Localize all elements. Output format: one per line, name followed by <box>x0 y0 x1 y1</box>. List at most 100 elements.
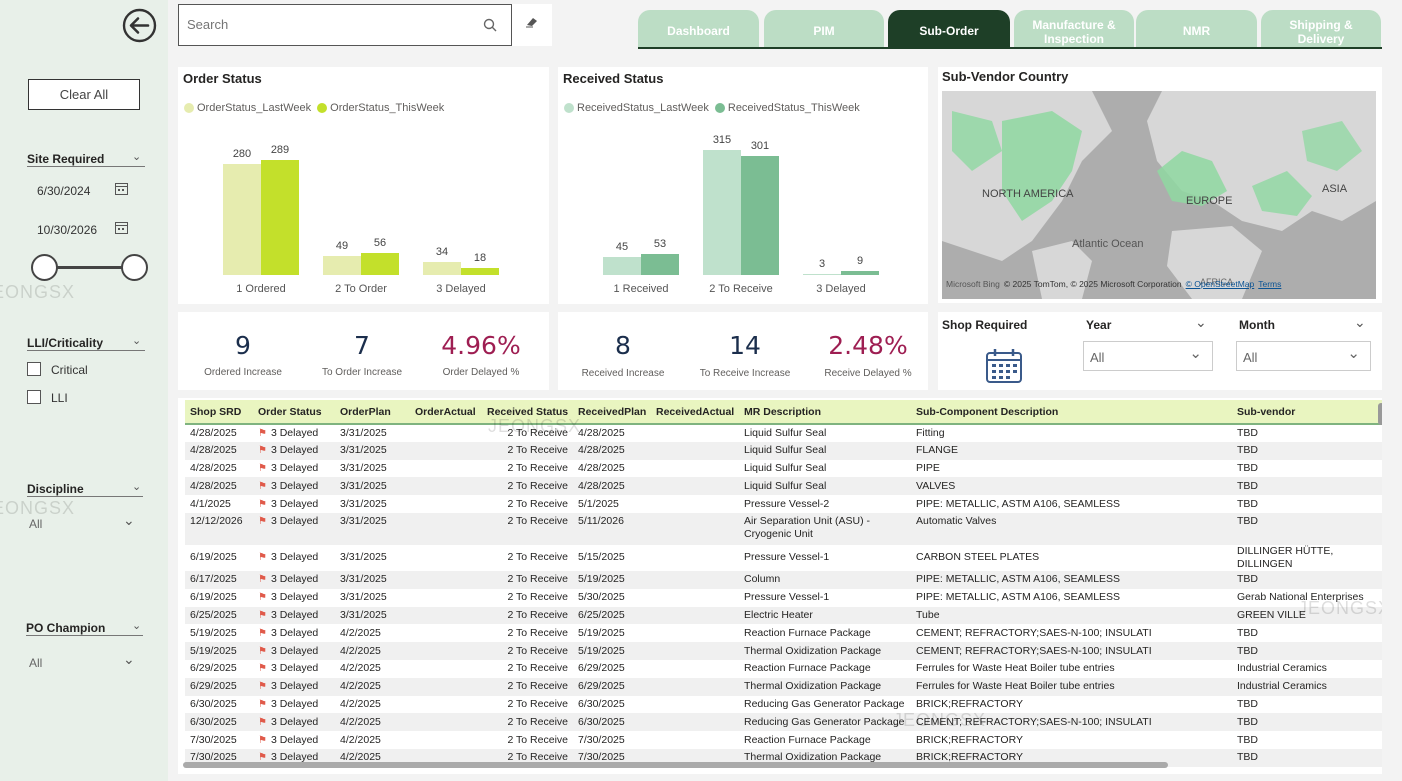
tab-sub-order[interactable]: Sub-Order <box>888 10 1010 48</box>
bar-OrderStatus_ThisWeek-1-Ordered[interactable] <box>261 160 299 275</box>
tab-nmr[interactable]: NMR <box>1136 10 1257 48</box>
calendar-icon[interactable] <box>115 182 128 200</box>
table-row[interactable]: 4/1/2025 ⚑ 3 Delayed 3/31/2025 2 To Receive 5… <box>185 495 1382 513</box>
terms-link[interactable]: Terms <box>1258 279 1282 289</box>
column-header[interactable]: Shop SRD <box>185 400 253 425</box>
bar-OrderStatus_ThisWeek-3-Delayed[interactable] <box>461 267 499 275</box>
bar-ReceivedStatus_LastWeek-1-Received[interactable] <box>603 257 641 275</box>
calendar-icon[interactable] <box>115 221 128 239</box>
year-label: Year <box>1086 318 1112 332</box>
table-row[interactable]: 4/28/2025 ⚑ 3 Delayed 3/31/2025 2 To Receive… <box>185 424 1382 442</box>
table-cell <box>410 731 482 749</box>
table-row[interactable]: 6/19/2025 ⚑ 3 Delayed 3/31/2025 2 To Receive… <box>185 589 1382 607</box>
bar-OrderStatus_LastWeek-2-To-Order[interactable] <box>323 255 361 275</box>
column-header[interactable]: MR Description <box>739 400 911 425</box>
data-label: 34 <box>435 245 449 258</box>
table-row[interactable]: 5/19/2025 ⚑ 3 Delayed 4/2/2025 2 To Receive 5… <box>185 642 1382 660</box>
table-cell: FLANGE <box>911 441 1232 460</box>
year-dropdown[interactable]: All ⌄ <box>1083 341 1213 371</box>
tab-pim[interactable]: PIM <box>764 10 884 48</box>
lli-checkbox[interactable] <box>27 390 41 404</box>
chevron-down-icon[interactable]: ⌄ <box>1354 314 1366 330</box>
chevron-down-icon[interactable]: ⌄ <box>123 651 135 667</box>
table-cell: 4/28/2025 <box>190 426 237 439</box>
chevron-down-icon[interactable]: ⌄ <box>132 151 142 163</box>
column-header[interactable]: Sub-Component Description <box>911 400 1232 425</box>
chevron-down-icon[interactable]: ⌄ <box>132 620 142 632</box>
table-row[interactable]: 6/19/2025 ⚑ 3 Delayed 3/31/2025 2 To Receive… <box>185 545 1382 571</box>
column-header[interactable]: ReceivedActual <box>651 400 739 425</box>
chevron-down-icon[interactable]: ⌄ <box>1195 314 1207 330</box>
table-row[interactable]: 4/28/2025 ⚑ 3 Delayed 3/31/2025 2 To Receive… <box>185 460 1382 478</box>
table-cell: 6/19/2025 <box>190 591 237 604</box>
table-cell: 3/31/2025 <box>335 512 410 545</box>
bar-ReceivedStatus_LastWeek-2-To-Receive[interactable] <box>703 150 741 275</box>
category-label: 2 To Receive <box>709 283 773 295</box>
date-from-field[interactable]: 6/30/2024 <box>37 184 91 198</box>
shop-required-calendar-icon[interactable] <box>985 348 1023 389</box>
chevron-down-icon[interactable]: ⌄ <box>132 481 142 493</box>
bar-ReceivedStatus_ThisWeek-1-Received[interactable] <box>641 253 679 275</box>
po-champion-dropdown[interactable]: All <box>29 656 43 670</box>
table-row[interactable]: 6/30/2025 ⚑ 3 Delayed 4/2/2025 2 To Receive 6… <box>185 696 1382 714</box>
tab-shipping-delivery[interactable]: Shipping & Delivery <box>1261 10 1381 48</box>
chevron-down-icon[interactable]: ⌄ <box>123 512 135 528</box>
column-header[interactable]: ReceivedPlan <box>573 400 651 425</box>
table-cell <box>410 512 482 545</box>
sub-vendor-map[interactable]: NORTH AMERICA EUROPE ASIA Atlantic Ocean… <box>942 91 1376 299</box>
column-header[interactable]: Order Status <box>253 400 335 425</box>
map-label-europe: EUROPE <box>1186 195 1233 207</box>
flag-icon: ⚑ <box>258 609 267 621</box>
table-row[interactable]: 5/19/2025 ⚑ 3 Delayed 4/2/2025 2 To Receive 5… <box>185 624 1382 642</box>
table-row[interactable]: 6/29/2025 ⚑ 3 Delayed 4/2/2025 2 To Receive 6… <box>185 660 1382 678</box>
table-row[interactable]: 6/29/2025 ⚑ 3 Delayed 4/2/2025 2 To Receive 6… <box>185 677 1382 696</box>
column-header[interactable]: Sub-vendor <box>1232 400 1382 425</box>
tab-dashboard[interactable]: Dashboard <box>638 10 759 48</box>
bar-OrderStatus_ThisWeek-2-To-Order[interactable] <box>361 252 399 275</box>
table-cell: 3/31/2025 <box>340 426 387 439</box>
chevron-down-icon[interactable]: ⌄ <box>132 335 142 347</box>
slider-handle-end[interactable] <box>121 254 148 281</box>
search-input[interactable] <box>187 17 467 32</box>
table-cell <box>410 441 482 460</box>
column-header[interactable]: OrderPlan <box>335 400 410 425</box>
critical-checkbox[interactable] <box>27 362 41 376</box>
eraser-button[interactable] <box>512 4 552 46</box>
discipline-dropdown[interactable]: All <box>29 517 43 531</box>
vertical-scrollbar[interactable] <box>1378 403 1382 425</box>
table-row[interactable]: 4/28/2025 ⚑ 3 Delayed 3/31/2025 2 To Receive… <box>185 441 1382 460</box>
table-cell: 6/30/2025 <box>573 713 651 732</box>
table-cell: ⚑ 3 Delayed <box>253 477 335 496</box>
table-row[interactable]: 4/28/2025 ⚑ 3 Delayed 3/31/2025 2 To Receive… <box>185 477 1382 496</box>
slider-handle-start[interactable] <box>31 254 58 281</box>
search-box[interactable] <box>178 4 512 46</box>
flag-icon: ⚑ <box>258 427 267 439</box>
table-row[interactable]: 6/30/2025 ⚑ 3 Delayed 4/2/2025 2 To Receive 6… <box>185 713 1382 732</box>
table-row[interactable]: 12/12/2026 ⚑ 3 Delayed 3/31/2025 2 To Receiv… <box>185 512 1382 545</box>
search-icon[interactable] <box>483 18 497 37</box>
table-cell: 2 To Receive <box>507 662 568 675</box>
order-kpi-card: 9 Ordered Increase 7 To Order Increase 4… <box>178 312 549 390</box>
flag-icon: ⚑ <box>258 663 267 675</box>
bar-ReceivedStatus_ThisWeek-3-Delayed[interactable] <box>841 271 879 275</box>
bar-OrderStatus_LastWeek-3-Delayed[interactable] <box>423 261 461 275</box>
table-row[interactable]: 7/30/2025 ⚑ 3 Delayed 4/2/2025 2 To Receive 7… <box>185 731 1382 749</box>
column-header[interactable]: OrderActual <box>410 400 482 425</box>
tab-manufacture-inspection[interactable]: Manufacture & Inspection <box>1014 10 1134 48</box>
bar-OrderStatus_LastWeek-1-Ordered[interactable] <box>223 163 261 275</box>
back-arrow-icon[interactable] <box>122 8 157 43</box>
bar-ReceivedStatus_LastWeek-3-Delayed[interactable] <box>803 273 841 275</box>
table-cell: ⚑ 3 Delayed <box>258 733 319 746</box>
date-to-field[interactable]: 10/30/2026 <box>37 223 98 237</box>
table-row[interactable]: 6/17/2025 ⚑ 3 Delayed 3/31/2025 2 To Receive… <box>185 570 1382 589</box>
table-cell: ⚑ 3 Delayed <box>258 497 319 510</box>
column-header[interactable]: Received Status <box>482 400 573 425</box>
bar-ReceivedStatus_ThisWeek-2-To-Receive[interactable] <box>741 155 779 275</box>
received-increase-label: Received Increase <box>581 368 665 379</box>
month-dropdown[interactable]: All ⌄ <box>1236 341 1371 371</box>
table-row[interactable]: 6/25/2025 ⚑ 3 Delayed 3/31/2025 2 To Receive… <box>185 606 1382 625</box>
osm-link[interactable]: © OpenStreetMap <box>1185 279 1255 289</box>
map-title: Sub-Vendor Country <box>942 69 1069 84</box>
horizontal-scrollbar[interactable] <box>183 762 1168 768</box>
clear-all-button[interactable]: Clear All <box>28 79 140 110</box>
